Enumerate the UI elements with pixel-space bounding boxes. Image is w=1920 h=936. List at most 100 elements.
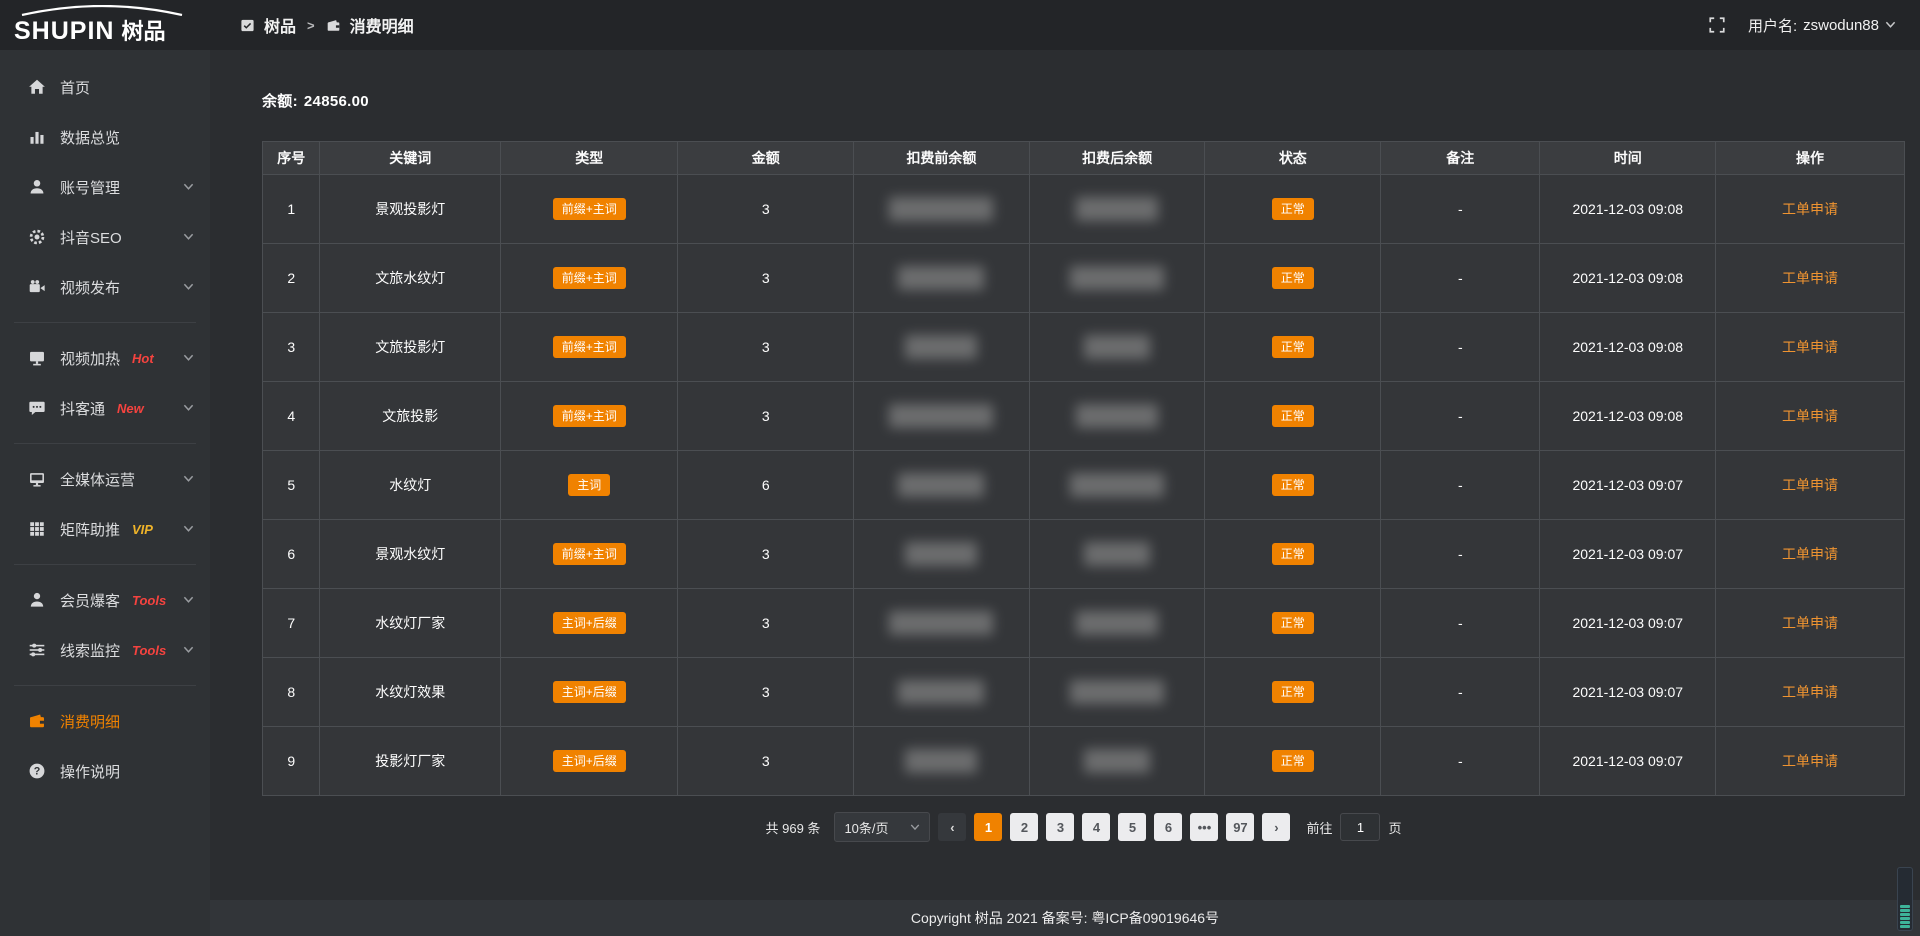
status-badge: 正常 bbox=[1271, 750, 1314, 772]
masked-balance bbox=[1084, 335, 1151, 359]
work-order-link[interactable]: 工单申请 bbox=[1782, 684, 1839, 700]
fullscreen-icon[interactable] bbox=[1708, 16, 1726, 34]
sidebar-item-wallet[interactable]: 消费明细 bbox=[0, 696, 210, 746]
table-row: 7 水纹灯厂家 主词+后缀 3 正常 -2021-12-03 09:07 工单申请 bbox=[261, 588, 1905, 658]
cell-action: 工单申请 bbox=[1715, 450, 1905, 520]
masked-balance bbox=[889, 611, 994, 635]
work-order-link[interactable]: 工单申请 bbox=[1782, 339, 1839, 355]
table-row: 1 景观投影灯 前缀+主词 3 正常 -2021-12-03 09:08 工单申请 bbox=[261, 174, 1905, 244]
cell-note: - bbox=[1380, 381, 1541, 451]
sidebar-item-label: 首页 bbox=[60, 79, 91, 97]
cell-pre-balance bbox=[853, 588, 1030, 658]
username: zswodun88 bbox=[1803, 16, 1879, 34]
cell-time: 2021-12-03 09:07 bbox=[1539, 588, 1717, 658]
sidebar-item-video[interactable]: 视频发布 bbox=[0, 262, 210, 312]
cell-amount: 3 bbox=[677, 174, 855, 244]
type-badge: 前缀+主词 bbox=[552, 405, 626, 427]
sidebar-item-user[interactable]: 账号管理 bbox=[0, 162, 210, 212]
cell-time: 2021-12-03 09:07 bbox=[1539, 657, 1717, 727]
more-pages-button[interactable]: ••• bbox=[1190, 813, 1219, 841]
sidebar-item-monitor[interactable]: 全媒体运营 bbox=[0, 454, 210, 504]
cell-status: 正常 bbox=[1204, 243, 1382, 313]
grid-icon bbox=[28, 520, 46, 538]
status-badge: 正常 bbox=[1271, 267, 1314, 289]
cell-status: 正常 bbox=[1204, 312, 1382, 382]
gear-icon bbox=[28, 228, 46, 246]
masked-balance bbox=[1076, 611, 1159, 635]
chevron-down-icon bbox=[183, 350, 194, 367]
page-button-6[interactable]: 6 bbox=[1154, 813, 1183, 841]
type-badge: 主词+后缀 bbox=[552, 681, 626, 703]
cell-pre-balance bbox=[853, 519, 1030, 589]
sidebar-item-grid[interactable]: 矩阵助推 VIP bbox=[0, 504, 210, 554]
cell-pre-balance bbox=[853, 243, 1030, 313]
sidebar-item-label: 视频加热 bbox=[60, 350, 121, 368]
work-order-link[interactable]: 工单申请 bbox=[1782, 615, 1839, 631]
user-menu[interactable]: 用户名: zswodun88 bbox=[1748, 15, 1896, 36]
cell-pre-balance bbox=[853, 312, 1030, 382]
page-button-4[interactable]: 4 bbox=[1082, 813, 1111, 841]
cell-amount: 3 bbox=[677, 657, 855, 727]
masked-balance bbox=[905, 542, 978, 566]
type-badge: 主词+后缀 bbox=[552, 612, 626, 634]
table-row: 9 投影灯厂家 主词+后缀 3 正常 -2021-12-03 09:07 工单申请 bbox=[261, 726, 1905, 796]
page-button-1[interactable]: 1 bbox=[974, 813, 1003, 841]
sidebar-nav: 首页数据总览 账号管理抖音SEO 视频发布视频加热 Hot 抖客通 New 全媒体运营 矩阵助… bbox=[0, 50, 210, 796]
sidebar-item-chart[interactable]: 数据总览 bbox=[0, 112, 210, 162]
masked-balance bbox=[889, 404, 994, 428]
chevron-down-icon bbox=[910, 820, 920, 835]
sidebar-item-home[interactable]: 首页 bbox=[0, 62, 210, 112]
status-badge: 正常 bbox=[1271, 336, 1314, 358]
work-order-link[interactable]: 工单申请 bbox=[1782, 546, 1839, 562]
display-icon bbox=[28, 349, 46, 367]
cell-keyword: 文旅投影 bbox=[319, 381, 502, 451]
page-button-3[interactable]: 3 bbox=[1046, 813, 1075, 841]
cell-keyword: 水纹灯厂家 bbox=[319, 588, 502, 658]
cell-note: - bbox=[1380, 243, 1541, 313]
cell-status: 正常 bbox=[1204, 450, 1382, 520]
cell-post-balance bbox=[1028, 519, 1206, 589]
page-size-select[interactable]: 10条/页 bbox=[834, 812, 931, 842]
sidebar-item-member[interactable]: 会员爆客 Tools bbox=[0, 575, 210, 625]
prev-page-button[interactable]: ‹ bbox=[938, 813, 967, 841]
goto-page-input[interactable] bbox=[1340, 813, 1381, 841]
work-order-link[interactable]: 工单申请 bbox=[1782, 753, 1839, 769]
chevron-down-icon bbox=[183, 179, 194, 196]
next-page-button[interactable]: › bbox=[1262, 813, 1291, 841]
page-button-2[interactable]: 2 bbox=[1010, 813, 1039, 841]
cell-note: - bbox=[1380, 588, 1541, 658]
sidebar-item-gear[interactable]: 抖音SEO bbox=[0, 212, 210, 262]
sidebar-item-sliders[interactable]: 线索监控 Tools bbox=[0, 625, 210, 675]
sidebar-badge: New bbox=[117, 400, 144, 416]
page-button-5[interactable]: 5 bbox=[1118, 813, 1147, 841]
user-label: 用户名: bbox=[1747, 17, 1798, 35]
cell-action: 工单申请 bbox=[1715, 174, 1905, 244]
work-order-link[interactable]: 工单申请 bbox=[1782, 408, 1839, 424]
sidebar-item-label: 抖音SEO bbox=[60, 229, 122, 247]
work-order-link[interactable]: 工单申请 bbox=[1782, 201, 1839, 217]
cell-action: 工单申请 bbox=[1715, 588, 1905, 658]
cell-type: 主词 bbox=[500, 450, 679, 520]
cell-amount: 3 bbox=[677, 381, 855, 451]
page-button-97[interactable]: 97 bbox=[1226, 813, 1255, 841]
work-order-link[interactable]: 工单申请 bbox=[1782, 477, 1839, 493]
cell-keyword: 文旅投影灯 bbox=[319, 312, 502, 382]
monitor-icon bbox=[28, 470, 46, 488]
work-order-link[interactable]: 工单申请 bbox=[1782, 270, 1839, 286]
floating-widget[interactable] bbox=[1897, 867, 1913, 931]
cell-time: 2021-12-03 09:07 bbox=[1539, 519, 1717, 589]
sidebar-item-display[interactable]: 视频加热 Hot bbox=[0, 333, 210, 383]
home-icon bbox=[28, 78, 46, 96]
cell-post-balance bbox=[1028, 243, 1206, 313]
cell-type: 前缀+主词 bbox=[500, 243, 679, 313]
sidebar-item-chat[interactable]: 抖客通 New bbox=[0, 383, 210, 433]
sidebar-item-question[interactable]: ? 操作说明 bbox=[0, 746, 210, 796]
masked-balance bbox=[898, 266, 985, 290]
breadcrumb-root[interactable]: 树品 bbox=[264, 19, 297, 36]
column-header: 类型 bbox=[500, 141, 679, 175]
masked-balance bbox=[1076, 404, 1159, 428]
masked-balance bbox=[1070, 266, 1165, 290]
column-header: 时间 bbox=[1539, 141, 1717, 175]
cell-action: 工单申请 bbox=[1715, 726, 1905, 796]
